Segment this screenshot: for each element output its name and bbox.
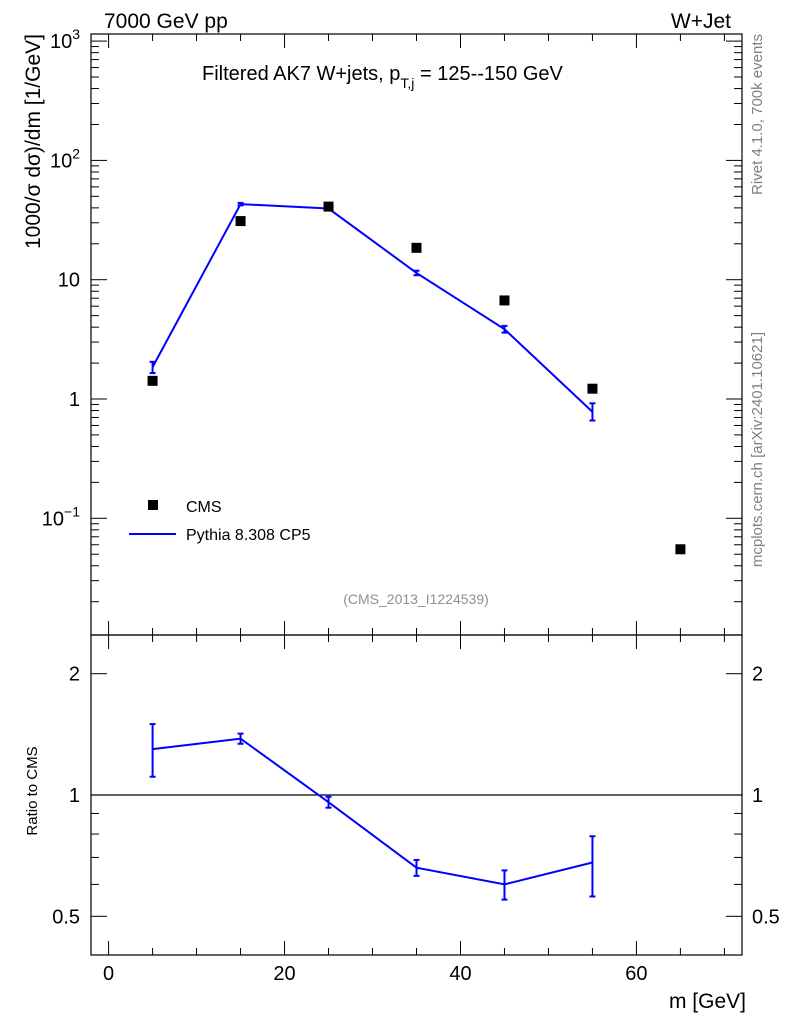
plot-title-sub: T,j (400, 75, 414, 91)
y-tick-label: 1 (69, 389, 80, 411)
plot-title: Filtered AK7 W+jets, pT,j = 125--150 GeV (202, 63, 564, 91)
plot-title-main: Filtered AK7 W+jets, p (202, 63, 400, 85)
x-tick-label: 40 (449, 963, 471, 985)
cms-data-point (235, 216, 246, 227)
x-tick-label: 60 (625, 963, 647, 985)
cms-data-point (675, 544, 686, 555)
ratio-tick-label-left: 2 (69, 664, 80, 686)
mcplots-label: mcplots.cern.ch [arXiv:2401.10621] (749, 332, 766, 567)
cms-data-point (147, 375, 158, 386)
header-left: 7000 GeV pp (104, 10, 228, 33)
ratio-y-axis-label: Ratio to CMS (24, 746, 41, 835)
main-plot-frame (90, 33, 743, 636)
cms-data-point (323, 201, 334, 212)
header-right: W+Jet (671, 10, 731, 33)
x-tick-label: 20 (273, 963, 295, 985)
x-axis-label: m [GeV] (669, 990, 746, 1013)
legend-label-cms: CMS (186, 499, 222, 516)
rivet-label: Rivet 4.1.0, 700k events (749, 34, 766, 195)
cms-data-point (411, 242, 422, 253)
cms-data-point (499, 295, 510, 306)
ratio-tick-label-left: 0.5 (52, 906, 80, 928)
legend-marker-cms (148, 500, 158, 510)
x-tick-label: 0 (103, 963, 114, 985)
ratio-tick-label-right: 1 (752, 785, 763, 807)
analysis-id: (CMS_2013_I1224539) (343, 591, 489, 607)
ratio-series-line (152, 737, 593, 886)
ratio-tick-label-right: 0.5 (752, 906, 780, 928)
ratio-tick-label-right: 2 (752, 664, 763, 686)
y-axis-label: 1000/σ dσ)/dm [1/GeV] (22, 34, 45, 249)
mc-series-line (151, 203, 594, 413)
cms-data-point (587, 383, 598, 394)
plot-title-tail: = 125--150 GeV (414, 63, 563, 85)
y-tick-label: 10 (58, 270, 80, 292)
y-tick-label: 103 (50, 26, 80, 53)
data-layer (91, 201, 742, 901)
y-tick-label: 102 (50, 145, 80, 172)
legend-label-pythia: Pythia 8.308 CP5 (186, 527, 311, 544)
y-tick-label: 10−1 (42, 503, 80, 530)
ratio-tick-label-left: 1 (69, 785, 80, 807)
